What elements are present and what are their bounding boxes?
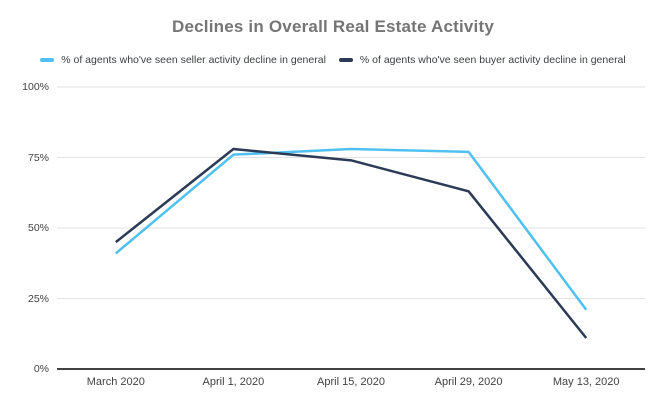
series-line-0 [114, 147, 588, 311]
chart-title: Declines in Overall Real Estate Activity [171, 17, 494, 36]
y-tick-label: 0% [33, 363, 49, 375]
series-line-1 [115, 147, 588, 339]
x-tick-label: April 29, 2020 [434, 376, 503, 388]
x-tick-label: April 15, 2020 [317, 376, 385, 388]
x-tick-label: April 1, 2020 [202, 376, 265, 388]
legend-item: % of agents who've seen seller activity … [40, 54, 326, 66]
legend-swatch-seller [40, 58, 55, 62]
y-tick-label: 100% [22, 81, 49, 93]
legend-item: % of agents who've seen buyer activity d… [338, 54, 626, 66]
plot-area [57, 86, 645, 370]
legend-swatch-buyer [338, 58, 353, 62]
y-tick-label: 75% [27, 151, 49, 164]
y-tick-label: 50% [27, 222, 49, 234]
line-chart-svg [57, 86, 645, 370]
y-tick-label: 25% [27, 292, 49, 305]
chart-legend: % of agents who've seen seller activity … [0, 54, 666, 66]
x-tick-label: March 2020 [86, 376, 145, 388]
legend-label-buyer: % of agents who've seen buyer activity d… [359, 54, 626, 66]
legend-label-seller: % of agents who've seen seller activity … [61, 54, 326, 66]
x-tick-label: May 13, 2020 [552, 376, 620, 388]
